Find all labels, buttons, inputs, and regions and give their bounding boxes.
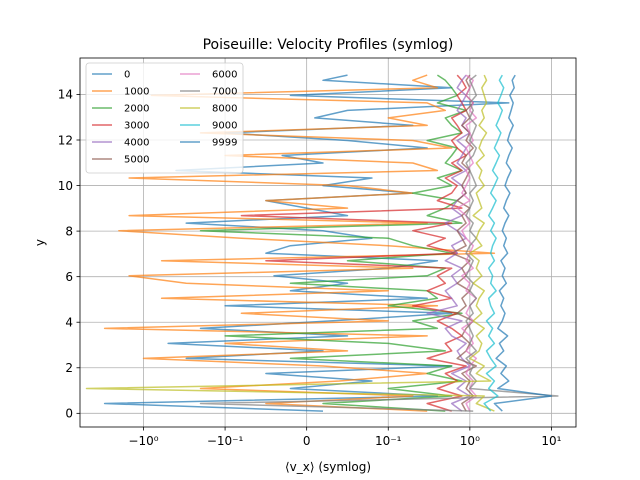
plot-frame [79,57,577,428]
legend-box [85,62,244,174]
legend-entry: 5000 [92,155,149,166]
legend-label: 3000 [124,121,149,132]
series-line-1000 [103,74,496,412]
x-tick-label: 10⁰ [460,434,480,448]
series-line-2000 [199,74,467,412]
x-tick-label: 10¹ [541,434,561,448]
legend-entry: 0 [92,70,130,81]
x-tick-label: 10⁻¹ [375,434,402,448]
series-line-9999 [493,74,553,412]
legend-label: 7000 [212,87,237,98]
y-tick-label: 2 [65,361,73,375]
chart-title: Poiseuille: Velocity Profiles (symlog) [203,37,454,53]
legend-entry: 7000 [180,87,237,98]
legend-entry: 8000 [180,104,237,115]
y-tick-label: 0 [65,407,73,421]
legend-label: 6000 [212,70,237,81]
y-tick-label: 8 [65,224,73,238]
series-line-7000 [199,74,559,412]
y-tick-label: 6 [65,270,73,284]
series-line-3000 [240,74,467,412]
series-line-9000 [483,74,505,412]
legend-label: 1000 [124,87,149,98]
legend-label: 0 [124,70,130,81]
x-tick-label: −10⁰ [128,434,158,448]
legend-entry: 3000 [92,121,149,132]
legend-label: 2000 [124,104,149,115]
legend-entry: 1000 [92,87,149,98]
legend-label: 9999 [212,138,237,149]
series-line-8000 [85,74,495,412]
y-tick-label: 14 [58,88,73,102]
legend-entry: 2000 [92,104,149,115]
series-lines [85,74,559,412]
legend-label: 4000 [124,138,149,149]
y-tick-label: 4 [65,316,73,330]
legend-label: 8000 [212,104,237,115]
axis-ticks: −10⁰ −10⁻¹ 0 10⁻¹ 10⁰ 10¹ 0 2 4 6 8 10 12 14 [58,88,562,448]
x-tick-label: 0 [303,434,311,448]
x-tick-label: −10⁻¹ [207,434,244,448]
y-axis-label: y [33,239,47,246]
legend-label: 9000 [212,121,237,132]
legend-entry: 9000 [180,121,237,132]
legend-entry: 9999 [180,138,237,149]
y-tick-label: 10 [58,179,73,193]
legend: 0 1000 2000 3000 4000 5000 6000 7000 8000 9000 999… [85,62,244,174]
legend-entry: 4000 [92,138,149,149]
series-line-5000 [450,74,478,412]
legend-entry: 6000 [180,70,237,81]
y-tick-label: 12 [58,133,73,147]
legend-label: 5000 [124,155,149,166]
x-axis-label: ⟨v_x⟩ (symlog) [285,460,371,474]
